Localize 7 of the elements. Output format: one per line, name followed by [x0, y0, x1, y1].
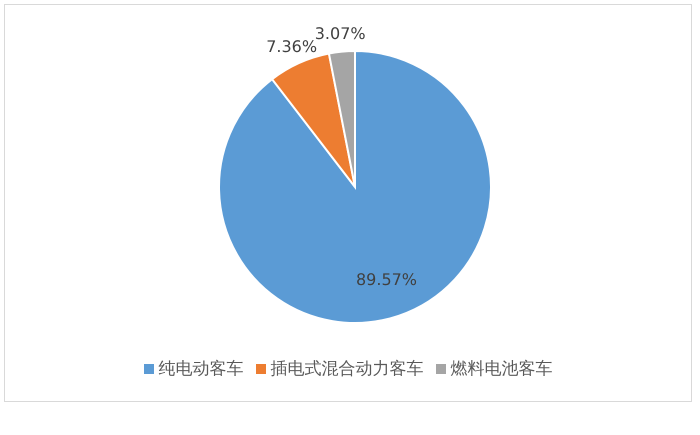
data-label: 89.57% — [356, 270, 418, 290]
data-label: 7.36% — [266, 37, 318, 56]
data-label: 3.07% — [314, 24, 366, 44]
pie-slice — [271, 52, 356, 188]
legend-label: 纯电动客车 — [158, 358, 244, 380]
legend-label: 插电式混合动力客车 — [270, 358, 424, 380]
legend-label: 燃料电池客车 — [450, 358, 552, 380]
